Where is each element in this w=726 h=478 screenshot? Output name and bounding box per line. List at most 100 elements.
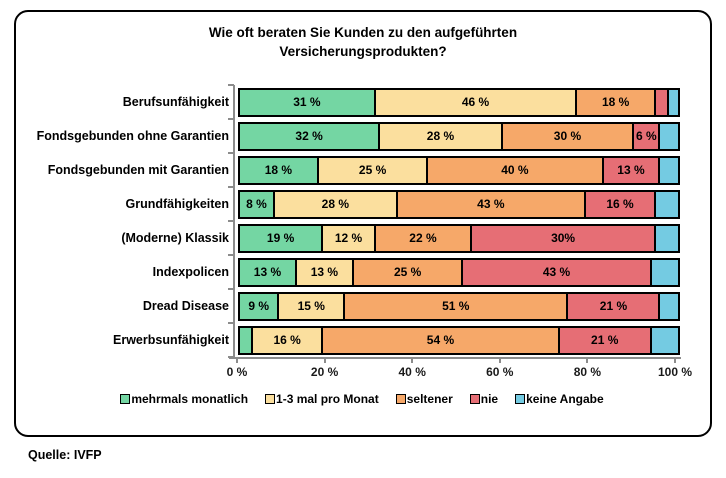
bar-segment-keine-angabe [660, 123, 678, 149]
legend-item: mehrmals monatlich [120, 392, 248, 406]
bar-segment-seltener: 25 % [353, 259, 464, 285]
bar-segment-1-3-mal-pro-monat: 46 % [375, 89, 578, 115]
legend-label: mehrmals monatlich [131, 392, 249, 406]
bar-segment-nie: 13 % [603, 157, 661, 183]
bar-segment-nie [656, 89, 670, 115]
legend-label: 1-3 mal pro Monat [276, 392, 379, 406]
bar-segment-nie: 21 % [568, 293, 661, 319]
bar-row: Fondsgebunden mit Garantien 18 % 25 % 40 % 1… [22, 153, 704, 187]
bar-segment-seltener: 30 % [502, 123, 635, 149]
bar-segment-nie: 43 % [463, 259, 652, 285]
category-axis-line [228, 84, 235, 359]
legend-label: seltener [406, 392, 453, 406]
bar-row: Fondsgebunden ohne Garantien 32 % 28 % 30 %… [22, 119, 704, 153]
bar-segment-seltener: 54 % [323, 327, 560, 353]
x-axis-tick [236, 357, 238, 363]
bar-segment-mehrmals-monatlich: 31 % [240, 89, 376, 115]
bar-segment-nie: 21 % [559, 327, 652, 353]
legend-swatch-icon [395, 394, 406, 404]
bar-row: Erwerbsunfähigkeit 16 % 54 % 21 % [22, 323, 704, 357]
legend-label: keine Angabe [526, 392, 604, 406]
chart-title: Wie oft beraten Sie Kunden zu den aufgef… [208, 25, 518, 59]
bar-segment-1-3-mal-pro-monat: 16 % [253, 327, 324, 353]
bar-segment-mehrmals-monatlich: 18 % [240, 157, 319, 183]
x-axis-ticks: 0 % 20 % 40 % 60 % 80 % 100 % [227, 357, 692, 381]
legend-item: nie [469, 392, 499, 406]
y-axis-tick [228, 118, 234, 120]
bar-segment-keine-angabe [660, 157, 678, 183]
bar-segment-mehrmals-monatlich: 19 % [240, 225, 324, 251]
bar-segment-1-3-mal-pro-monat: 25 % [318, 157, 429, 183]
bar-track: 19 % 12 % 22 % 30% [238, 223, 680, 253]
category-label: Indexpolicen [152, 265, 229, 279]
category-label: Berufsunfähigkeit [122, 95, 229, 109]
bar-segment-mehrmals-monatlich: 9 % [240, 293, 280, 319]
y-axis-tick [228, 322, 234, 324]
bar-segment-1-3-mal-pro-monat: 13 % [296, 259, 354, 285]
y-axis-tick [228, 254, 234, 256]
legend-item: seltener [395, 392, 453, 406]
x-axis-tick [586, 357, 589, 363]
x-axis-tick-label: 20 % [310, 365, 339, 379]
bar-segment-1-3-mal-pro-monat: 28 % [380, 123, 503, 149]
bar-track: 16 % 54 % 21 % [238, 325, 680, 355]
y-axis-tick [228, 288, 234, 290]
category-label: Fondsgebunden ohne Garantien [36, 129, 229, 143]
legend-swatch-icon [265, 394, 276, 404]
bar-segment-1-3-mal-pro-monat: 28 % [275, 191, 398, 217]
bar-track: 31 % 46 % 18 % [238, 87, 680, 117]
bar-row: Berufsunfähigkeit 31 % 46 % 18 % [22, 85, 704, 119]
bar-segment-keine-angabe [651, 327, 678, 353]
bar-segment-1-3-mal-pro-monat: 15 % [279, 293, 346, 319]
bar-row: Indexpolicen 13 % 13 % 25 % 43 % [22, 255, 704, 289]
legend-swatch-icon [469, 394, 480, 404]
x-axis-tick-label: 60 % [486, 365, 514, 379]
bar-row: (Moderne) Klassik 19 % 12 % 22 % 30% [22, 221, 704, 255]
bar-segment-keine-angabe [669, 89, 678, 115]
category-label: Erwerbsunfähigkeit [113, 333, 229, 347]
bar-track: 8 % 28 % 43 % 16 % [238, 189, 680, 219]
bar-segment-1-3-mal-pro-monat: 12 % [323, 225, 376, 251]
bar-segment-mehrmals-monatlich: 8 % [240, 191, 276, 217]
bar-segment-keine-angabe [660, 293, 678, 319]
bar-track: 32 % 28 % 30 % 6 % [238, 121, 680, 151]
x-axis-tick [674, 357, 676, 363]
x-axis-line [229, 357, 681, 359]
bar-row: Dread Disease 9 % 15 % 51 % 21 % [22, 289, 704, 323]
legend-swatch-icon [120, 394, 131, 404]
category-label: (Moderne) Klassik [121, 231, 229, 245]
legend-swatch-icon [515, 394, 526, 404]
source-note: Quelle: IVFP [28, 448, 102, 462]
y-axis-tick [228, 186, 234, 188]
legend-item: keine Angabe [515, 392, 604, 406]
bar-row: Grundfähigkeiten 8 % 28 % 43 % 16 % [22, 187, 704, 221]
y-axis-tick [228, 84, 234, 86]
category-label: Grundfähigkeiten [125, 197, 229, 211]
bar-segment-seltener: 51 % [345, 293, 569, 319]
bar-segment-nie: 16 % [585, 191, 657, 217]
bar-track: 13 % 13 % 25 % 43 % [238, 257, 680, 287]
bar-segment-seltener: 43 % [397, 191, 586, 217]
x-axis-tick-label: 100 % [657, 365, 693, 379]
category-label: Fondsgebunden mit Garantien [47, 163, 229, 177]
x-axis-tick-label: 40 % [398, 365, 426, 379]
x-axis-tick-label: 0 % [226, 365, 248, 379]
y-axis-tick [228, 152, 234, 154]
bar-track: 18 % 25 % 40 % 13 % [238, 155, 680, 185]
legend-label: nie [480, 392, 499, 406]
bar-segment-seltener: 22 % [375, 225, 473, 251]
x-axis-tick [323, 357, 326, 363]
bar-segment-mehrmals-monatlich: 32 % [240, 123, 381, 149]
legend-item: 1-3 mal pro Monat [265, 392, 379, 406]
bar-segment-seltener: 18 % [577, 89, 657, 115]
bar-segment-nie: 6 % [634, 123, 661, 149]
x-axis-tick [411, 357, 414, 363]
stacked-bar-chart: Berufsunfähigkeit 31 % 46 % 18 % Fondsgebund… [22, 85, 704, 357]
bar-segment-keine-angabe [651, 259, 678, 285]
chart-legend: mehrmals monatlich 1-3 mal pro Monat selte… [24, 392, 700, 406]
category-label: Dread Disease [142, 299, 229, 313]
x-axis-tick [498, 357, 501, 363]
bar-segment-mehrmals-monatlich: 13 % [240, 259, 297, 285]
bar-track: 9 % 15 % 51 % 21 % [238, 291, 680, 321]
bar-segment-seltener: 40 % [428, 157, 604, 183]
